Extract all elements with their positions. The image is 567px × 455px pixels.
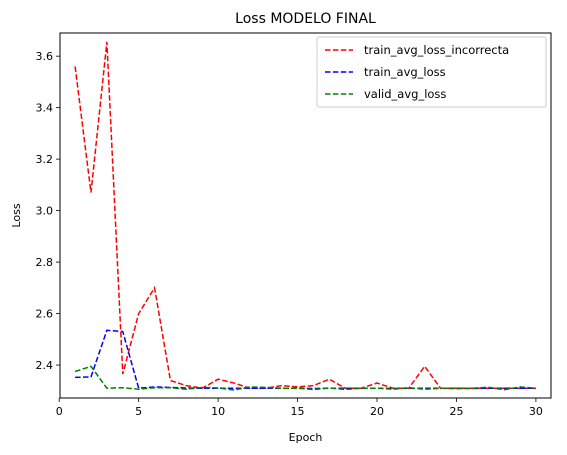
y-axis-ticks: 2.4 2.6 2.8 3.0 3.2 3.4 3.6 xyxy=(36,50,60,372)
x-axis-ticks: 0 5 10 15 20 25 30 xyxy=(56,398,543,418)
y-tick-label: 3.6 xyxy=(36,50,54,63)
plot-area xyxy=(74,41,536,391)
y-tick-label: 2.8 xyxy=(36,256,54,269)
x-tick-label: 10 xyxy=(211,405,225,418)
legend-entry-valid_avg_loss: valid_avg_loss xyxy=(364,87,446,101)
y-axis-label: Loss xyxy=(10,203,23,227)
x-tick-label: 0 xyxy=(56,405,63,418)
y-tick-label: 3.2 xyxy=(36,153,54,166)
legend-entry-train_avg_loss: train_avg_loss xyxy=(364,65,446,79)
legend-entry-train_avg_loss_incorrecta: train_avg_loss_incorrecta xyxy=(364,43,509,57)
series-line-valid_avg_loss xyxy=(74,365,536,391)
x-tick-label: 15 xyxy=(291,405,305,418)
y-tick-label: 3.0 xyxy=(36,205,54,218)
y-tick-label: 2.4 xyxy=(36,359,54,372)
y-tick-label: 2.6 xyxy=(36,308,54,321)
x-tick-label: 20 xyxy=(370,405,384,418)
chart-title: Loss MODELO FINAL xyxy=(235,11,376,27)
series-line-train_avg_loss xyxy=(75,329,536,390)
legend: train_avg_loss_incorrecta train_avg_lossv… xyxy=(316,36,547,108)
y-tick-label: 3.4 xyxy=(36,102,54,115)
x-tick-label: 5 xyxy=(135,405,142,418)
x-tick-label: 25 xyxy=(449,405,463,418)
axes-frame xyxy=(59,32,552,399)
x-axis-label: Epoch xyxy=(289,431,323,444)
legend-box xyxy=(316,36,547,108)
x-tick-label: 30 xyxy=(529,405,543,418)
